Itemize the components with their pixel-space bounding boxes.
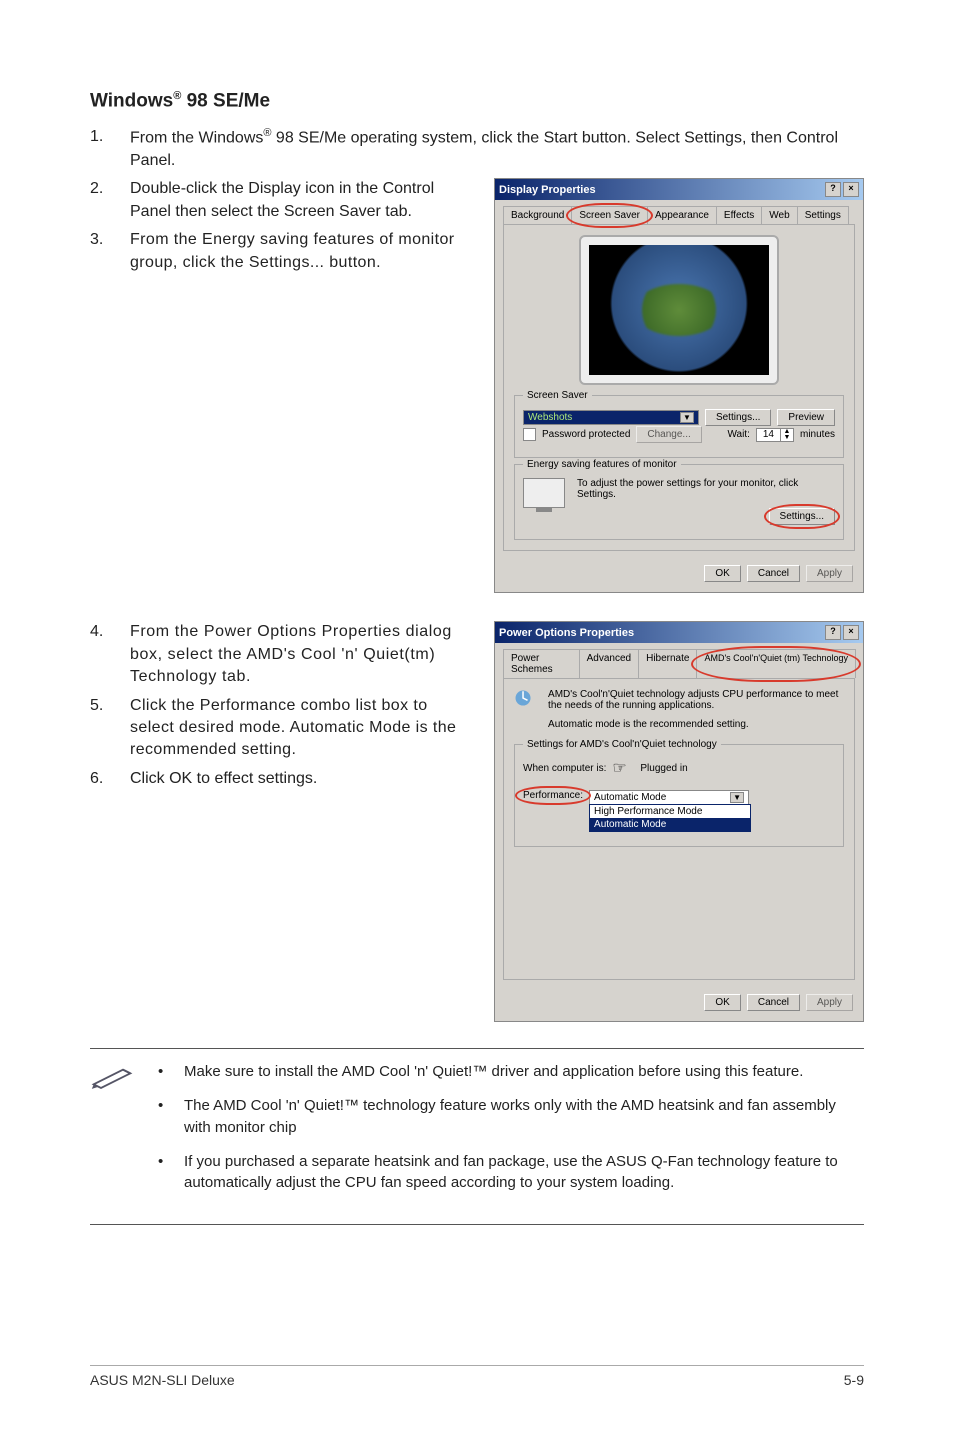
note-text: Make sure to install the AMD Cool 'n' Qu… (184, 1061, 803, 1083)
password-label: Password protected (542, 429, 630, 440)
performance-dropdown-list[interactable]: High Performance Mode Automatic Mode (589, 804, 751, 832)
tab-settings[interactable]: Settings (797, 206, 849, 224)
hand-pointer-icon: ☞ (612, 758, 634, 778)
tab-web[interactable]: Web (761, 206, 797, 224)
monitor-icon (523, 478, 565, 508)
list-item: 6. Click OK to effect settings. (90, 768, 476, 790)
fieldset-title: Screen Saver (523, 390, 592, 401)
list-item: 1. From the Windows® 98 SE/Me operating … (90, 126, 864, 172)
energy-settings-button[interactable]: Settings... (769, 508, 835, 525)
list-item: 4. From the Power Options Properties dia… (90, 621, 476, 688)
tab-background[interactable]: Background (503, 206, 572, 224)
footer-right: 5-9 (844, 1372, 864, 1388)
step-text: Click the Performance combo list box to … (130, 695, 476, 762)
combo-option[interactable]: Automatic Mode (590, 818, 750, 831)
list-item: 2. Double-click the Display icon in the … (90, 178, 476, 223)
note-item: •If you purchased a separate heatsink an… (158, 1151, 864, 1195)
wait-unit: minutes (800, 429, 835, 440)
plugged-label: Plugged in (640, 763, 687, 774)
screenshot-power-options: Power Options Properties ? × Power Schem… (494, 621, 864, 1022)
note-text: If you purchased a separate heatsink and… (184, 1151, 864, 1195)
step-text: From the Power Options Properties dialog… (130, 621, 476, 688)
performance-select[interactable]: Automatic Mode▼ (589, 790, 749, 805)
when-label: When computer is: (523, 763, 606, 774)
apply-button[interactable]: Apply (806, 994, 853, 1011)
power-icon (514, 689, 532, 717)
window-title: Power Options Properties (499, 627, 634, 639)
cancel-button[interactable]: Cancel (747, 994, 800, 1011)
preview-button[interactable]: Preview (777, 409, 835, 426)
tab-appearance[interactable]: Appearance (647, 206, 717, 224)
screensaver-select[interactable]: Webshots▼ (523, 410, 699, 425)
page-footer: ASUS M2N-SLI Deluxe 5-9 (90, 1365, 864, 1388)
wait-spinner[interactable]: 14▲▼ (756, 428, 794, 442)
step-text: Click OK to effect settings. (130, 768, 476, 790)
tab-cool-n-quiet[interactable]: AMD's Cool'n'Quiet (tm) Technology (696, 649, 856, 678)
pencil-icon (90, 1061, 138, 1096)
preview-monitor (579, 235, 779, 385)
description-text: AMD's Cool'n'Quiet technology adjusts CP… (548, 689, 844, 711)
auto-mode-text: Automatic mode is the recommended settin… (548, 719, 844, 730)
list-item: 5. Click the Performance combo list box … (90, 695, 476, 762)
fieldset-title: Energy saving features of monitor (523, 459, 681, 470)
ok-button[interactable]: OK (704, 565, 740, 582)
tab-advanced[interactable]: Advanced (579, 649, 639, 678)
help-icon[interactable]: ? (825, 182, 841, 197)
section-heading: Windows® 98 SE/Me (90, 90, 864, 112)
step-text: Double-click the Display icon in the Con… (130, 178, 476, 223)
settings-button[interactable]: Settings... (705, 409, 771, 426)
footer-left: ASUS M2N-SLI Deluxe (90, 1372, 235, 1388)
note-block: •Make sure to install the AMD Cool 'n' Q… (90, 1048, 864, 1225)
tab-effects[interactable]: Effects (716, 206, 762, 224)
apply-button[interactable]: Apply (806, 565, 853, 582)
note-text: The AMD Cool 'n' Quiet!™ technology feat… (184, 1095, 864, 1139)
combo-option[interactable]: High Performance Mode (590, 805, 750, 818)
list-item: 3. From the Energy saving features of mo… (90, 229, 476, 274)
tab-power-schemes[interactable]: Power Schemes (503, 649, 580, 678)
password-checkbox[interactable] (523, 428, 536, 441)
change-button[interactable]: Change... (636, 426, 701, 443)
ok-button[interactable]: OK (704, 994, 740, 1011)
note-item: •The AMD Cool 'n' Quiet!™ technology fea… (158, 1095, 864, 1139)
screenshot-display-properties: Display Properties ? × Background Screen… (494, 178, 864, 593)
cancel-button[interactable]: Cancel (747, 565, 800, 582)
energy-text: To adjust the power settings for your mo… (577, 478, 835, 500)
page: Windows® 98 SE/Me 1. From the Windows® 9… (0, 0, 954, 1438)
window-title: Display Properties (499, 184, 596, 196)
tab-hibernate[interactable]: Hibernate (638, 649, 697, 678)
step-text: From the Energy saving features of monit… (130, 229, 476, 274)
tab-screen-saver[interactable]: Screen Saver (571, 206, 648, 224)
close-icon[interactable]: × (843, 182, 859, 197)
note-item: •Make sure to install the AMD Cool 'n' Q… (158, 1061, 864, 1083)
close-icon[interactable]: × (843, 625, 859, 640)
fieldset-title: Settings for AMD's Cool'n'Quiet technolo… (523, 739, 721, 750)
wait-label: Wait: (727, 429, 749, 440)
help-icon[interactable]: ? (825, 625, 841, 640)
